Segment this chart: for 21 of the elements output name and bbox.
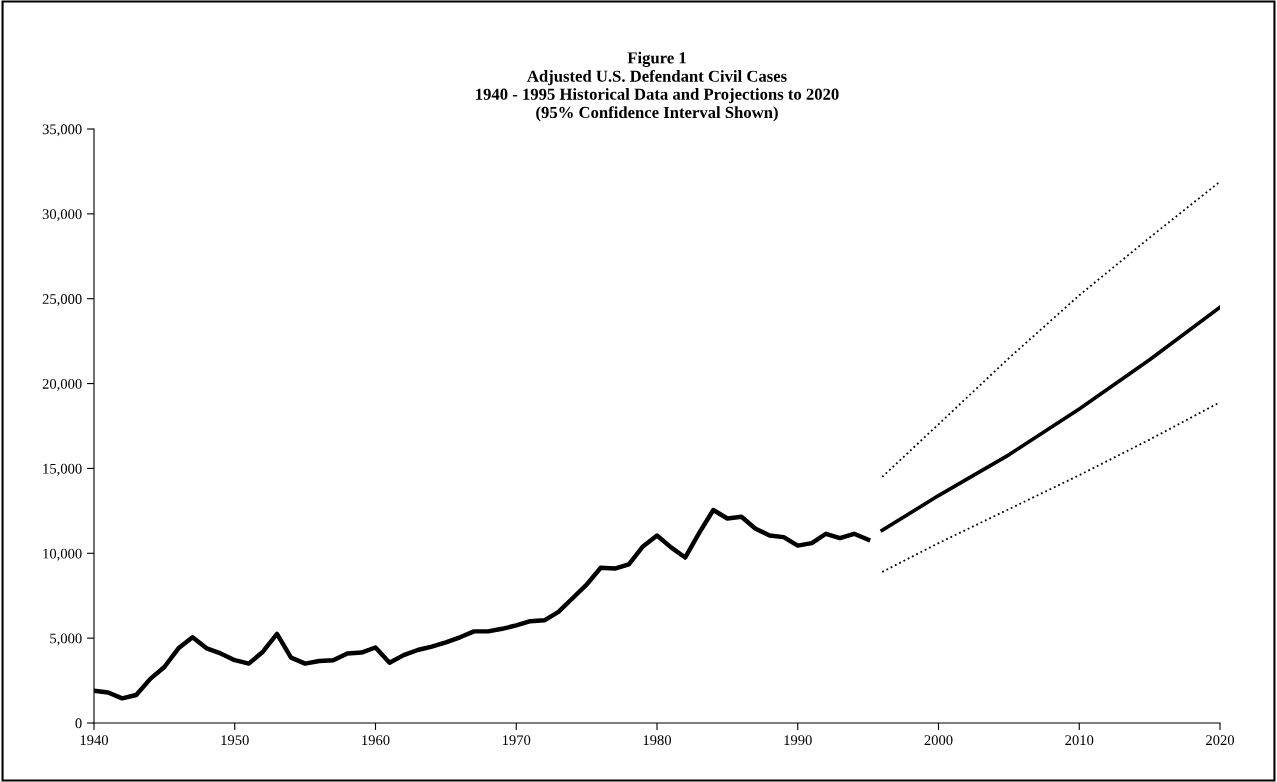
y-tick-label: 25,000: [42, 294, 82, 307]
x-tick-label: 1970: [502, 735, 531, 746]
x-tick-label: 1980: [643, 735, 672, 746]
x-tick-label: 2020: [1206, 735, 1235, 746]
y-tick-label: 35,000: [42, 124, 82, 137]
y-tick-label: 15,000: [43, 463, 82, 476]
x-tick-label: 1990: [784, 735, 812, 746]
x-tick-label: 2000: [924, 735, 953, 746]
y-tick-label: 30,000: [42, 209, 82, 222]
y-tick-label: 20,000: [42, 378, 82, 391]
y-tick-label: 0: [75, 718, 82, 729]
y-tick-label: 5,000: [50, 633, 82, 646]
x-tick-label: 1940: [80, 735, 109, 746]
x-tick-label: 2010: [1065, 735, 1094, 746]
chart-title: Figure 1 Adjusted U.S. Defendant Civil Cases 1940 - 1995 Historical Data and Projections to 2020 (95% Confidence Interval Shown): [476, 51, 839, 122]
line-series: [881, 180, 1220, 478]
x-tick-label: 1950: [221, 735, 249, 746]
x-tick-label: 1960: [362, 735, 390, 746]
line-series: [880, 305, 1220, 533]
y-tick-label: 10,000: [43, 548, 82, 561]
line-series: [881, 401, 1220, 573]
